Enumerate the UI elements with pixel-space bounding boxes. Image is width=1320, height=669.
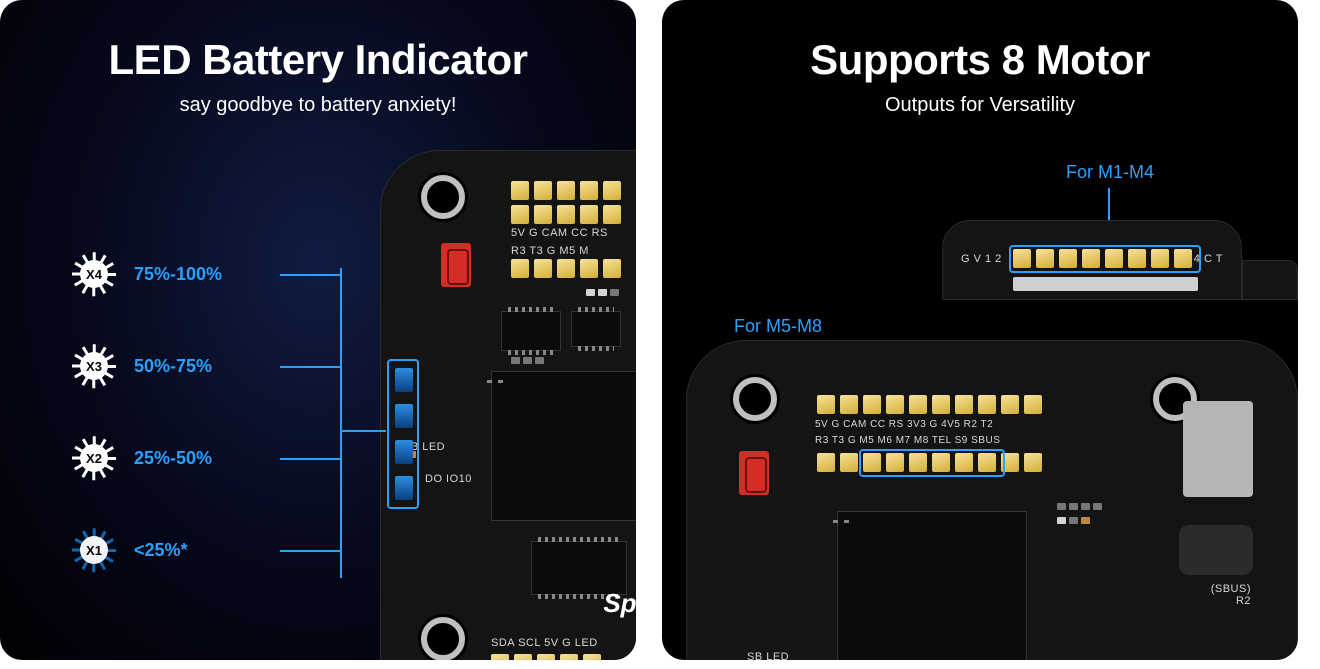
led-name: X1 (80, 536, 108, 564)
led-battery-card: LED Battery Indicator say goodbye to bat… (0, 0, 636, 660)
led-range-label: 25%-50% (134, 448, 212, 469)
led-name: X3 (80, 352, 108, 380)
led-icon: X3 (70, 342, 118, 390)
callout-m5m8: For M5-M8 (734, 316, 822, 337)
right-title: Supports 8 Motor (662, 36, 1298, 84)
led-range-label: <25%* (134, 540, 188, 561)
silk-sb-right: SB LED (747, 651, 789, 660)
led-icon: X4 (70, 250, 118, 298)
connector-branch (280, 550, 340, 552)
m5m8-highlight (859, 449, 1005, 477)
led-legend: X4 75%-100% X3 50%-75% X2 25%-50% X1 <25%* (70, 250, 330, 618)
connector-join (340, 430, 386, 432)
pcb-edge (1242, 260, 1298, 300)
right-header: Supports 8 Motor Outputs for Versatility (662, 0, 1298, 117)
right-subtitle: Outputs for Versatility (662, 94, 1298, 117)
connector-branch (280, 274, 340, 276)
silk-row1: 5V G CAM CC RS 3V3 G 4V5 R2 T2 (815, 419, 993, 430)
pcb-right-main: 5V G CAM CC RS 3V3 G 4V5 R2 T2 R3 T3 G M… (686, 340, 1298, 660)
motor-outputs-card: Supports 8 Motor Outputs for Versatility… (662, 0, 1298, 660)
connector-branch (280, 366, 340, 368)
brand-text: Spe (603, 588, 636, 619)
silk-top: 5V G CAM CC RS (511, 227, 608, 239)
connector-branch (280, 458, 340, 460)
led-icon: X1 (70, 526, 118, 574)
left-subtitle: say goodbye to battery anxiety! (0, 94, 636, 117)
silk-row2: R3 T3 G M5 M6 M7 M8 TEL S9 SBUS (815, 435, 1000, 446)
left-header: LED Battery Indicator say goodbye to bat… (0, 0, 636, 117)
connector-trunk (340, 268, 342, 578)
silk-bottom: SDA SCL 5V G LED (491, 637, 598, 649)
led-range-label: 75%-100% (134, 264, 222, 285)
led-range-label: 50%-75% (134, 356, 212, 377)
silk-usb: (SBUS) R2 (1211, 583, 1251, 607)
pcb-top-strip: G V 1 2 3 4 C T (942, 220, 1242, 300)
red-component (441, 243, 471, 287)
silk-io: DO IO10 (425, 473, 472, 485)
silk-top-gv: G V 1 2 (961, 253, 1002, 265)
pcb-left: 5V G CAM CC RS R3 T3 G M5 M DO IO10 SB L… (380, 150, 636, 660)
callout-m1m4: For M1-M4 (1066, 162, 1154, 183)
silk-r: R3 T3 G M5 M (511, 245, 589, 257)
left-title: LED Battery Indicator (0, 36, 636, 84)
led-stack (391, 361, 417, 507)
m1m4-highlight (1009, 245, 1201, 273)
led-name: X2 (80, 444, 108, 472)
led-icon: X2 (70, 434, 118, 482)
led-name: X4 (80, 260, 108, 288)
